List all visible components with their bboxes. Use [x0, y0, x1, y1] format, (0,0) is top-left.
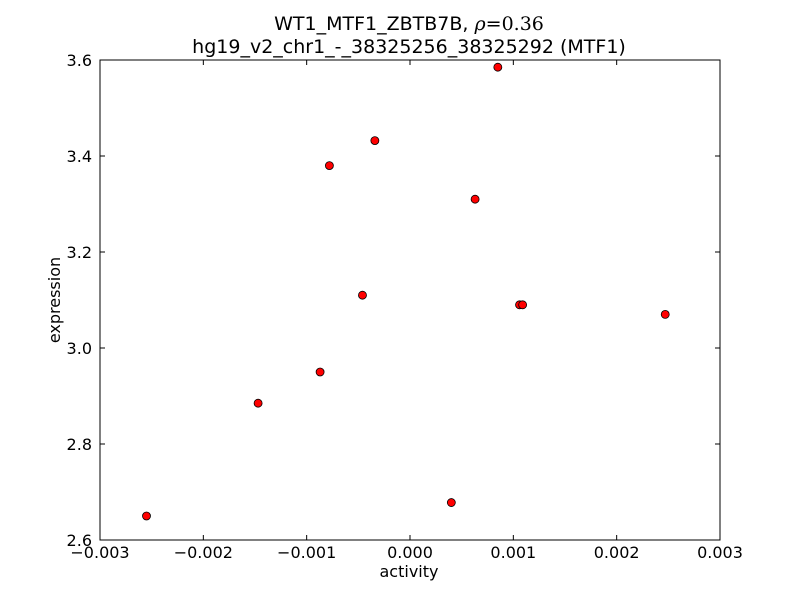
data-point [518, 300, 528, 310]
x-tick-label: 0.003 [697, 543, 743, 562]
data-point [253, 398, 263, 408]
x-tick-label: −0.003 [70, 543, 129, 562]
y-tick-label: 2.8 [67, 435, 92, 454]
data-point [142, 511, 151, 521]
y-tick-label: 2.6 [67, 531, 92, 550]
data-point [660, 309, 670, 319]
x-tick-label: −0.002 [174, 543, 233, 562]
y-tick-label: 3.2 [67, 243, 92, 262]
chart-title: WT1_MTF1_ZBTB7B, ρ=0.36 [274, 13, 544, 35]
x-tick-label: 0.001 [490, 543, 536, 562]
data-point [446, 498, 456, 507]
data-point [470, 194, 480, 204]
data-point [493, 62, 503, 72]
data-point [324, 161, 334, 171]
points-layer [142, 62, 670, 521]
chart-title-rho-value: =0.36 [486, 13, 544, 35]
y-axis-label: expression [45, 257, 64, 343]
plot-area-frame [99, 59, 721, 541]
x-tick-label: 0.000 [387, 543, 433, 562]
y-tick-label: 3.6 [67, 51, 92, 70]
ticks-layer: −0.003 −0.002 −0.001 0.000 0.001 0.002 0.003 2.… [67, 51, 743, 562]
chart-title-rho-symbol: ρ [473, 13, 486, 35]
x-tick-label: −0.001 [277, 543, 336, 562]
x-axis-label: activity [380, 562, 439, 581]
x-tick-label: 0.002 [594, 543, 640, 562]
data-point [358, 290, 367, 300]
data-point [370, 136, 380, 146]
chart-subtitle: hg19_v2_chr1_-_38325256_38325292 (MTF1) [192, 36, 626, 58]
y-tick-label: 3.4 [67, 147, 92, 166]
y-tick-label: 3.0 [67, 339, 92, 358]
data-point [315, 367, 325, 377]
chart-title-main: WT1_MTF1_ZBTB7B, [274, 13, 474, 35]
